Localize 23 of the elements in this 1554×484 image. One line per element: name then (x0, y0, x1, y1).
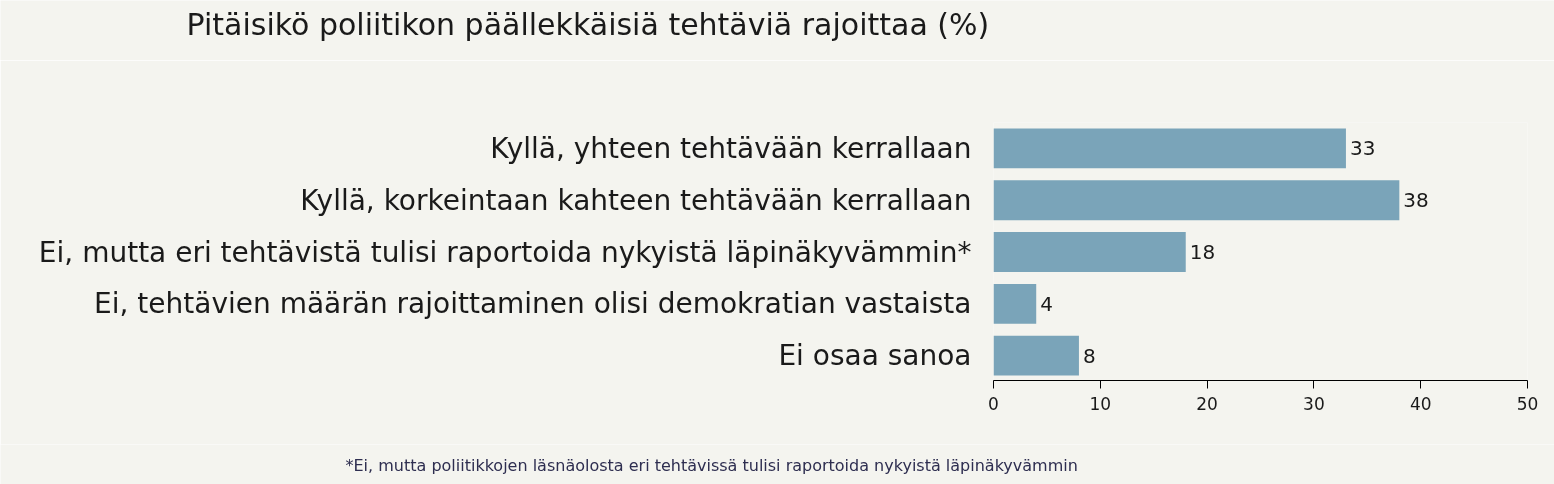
bar (993, 232, 1186, 272)
bar (993, 335, 1079, 376)
text: Pitäisikö poliitikon päällekkäisiä tehtäviä rajoittaa (%) (186, 7, 990, 42)
bar (993, 180, 1400, 221)
x-tick-label: 50 (1516, 393, 1539, 414)
y-tick-label: Ei, tehtävien määrän rajoittaminen olisi demokratian vastaista (94, 287, 972, 321)
data-label: 33 (1349, 136, 1376, 161)
y-tick-label: Kyllä, yhteen tehtävään kerrallaan (490, 131, 972, 165)
y-tick-label: Ei, mutta eri tehtävistä tulisi raportoida nykyistä läpinäkyvämmin* (38, 235, 972, 269)
y-tick-label: Ei osaa sanoa (778, 339, 972, 373)
data-label: 18 (1189, 240, 1216, 265)
bar (993, 128, 1346, 169)
x-tick-label: 10 (1089, 393, 1112, 414)
data-label: 8 (1082, 343, 1096, 368)
data-label: 4 (1040, 291, 1053, 316)
x-tick-label: 40 (1409, 393, 1432, 414)
text: *Ei, mutta poliitikkojen läsnäolosta eri tehtävissä tulisi raportoida nykyistä läpinäkyvämmin (345, 456, 1078, 475)
x-tick-label: 20 (1196, 393, 1218, 414)
bar (993, 283, 1037, 324)
data-label: 38 (1403, 188, 1429, 213)
x-tick-label: 0 (988, 393, 999, 414)
x-tick-label: 30 (1303, 393, 1325, 414)
y-tick-label: Kyllä, korkeintaan kahteen tehtävään kerrallaan (300, 183, 972, 217)
